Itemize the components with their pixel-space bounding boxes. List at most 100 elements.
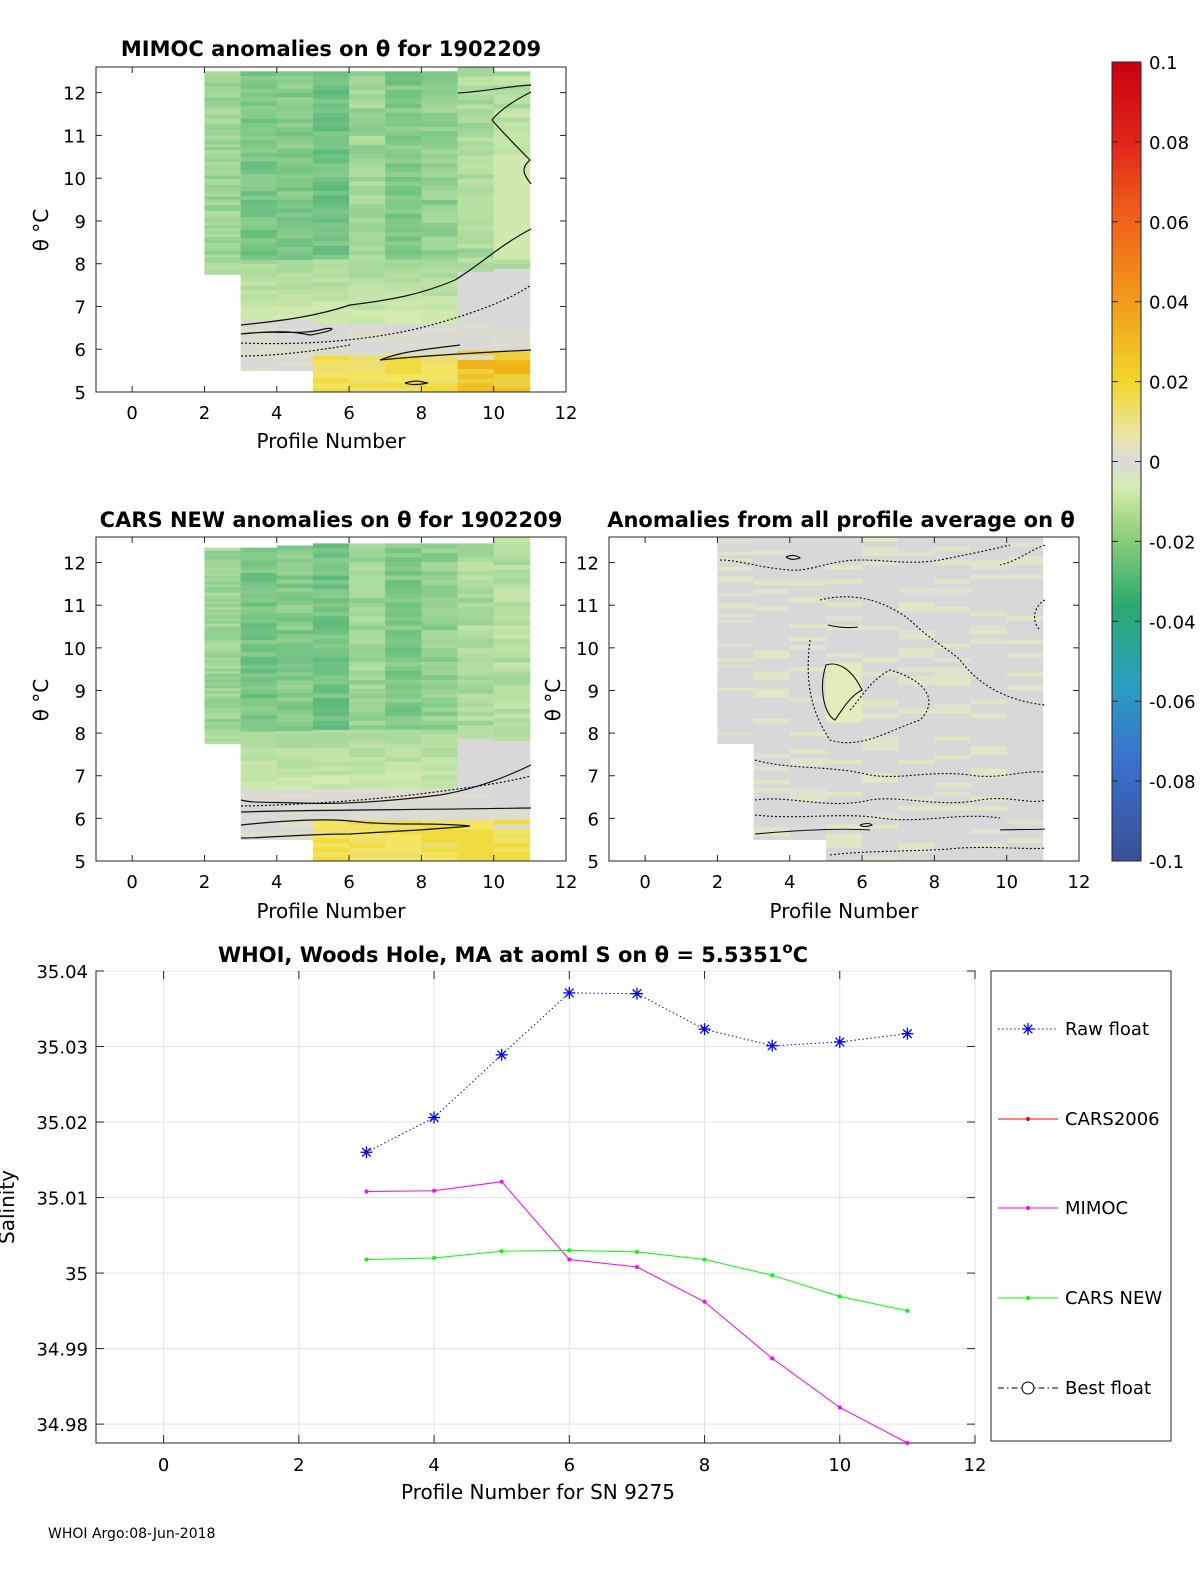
heatmap-cell — [385, 566, 422, 572]
heatmap-cell — [753, 562, 791, 568]
heatmap-cell — [717, 649, 755, 653]
heatmap-cell — [862, 634, 899, 640]
heatmap-cell — [970, 597, 1008, 603]
heatmap-cell — [349, 684, 386, 689]
heatmap-cell — [717, 699, 755, 703]
heatmap-cell — [898, 717, 935, 723]
heatmap-cell — [421, 80, 458, 86]
heatmap-cell — [385, 747, 422, 753]
heatmap-cell — [276, 621, 314, 626]
heatmap-cell — [753, 709, 791, 715]
heatmap-cell — [349, 788, 386, 794]
heatmap-cell — [385, 204, 422, 210]
heatmap-cell — [385, 387, 422, 393]
heatmap-cell — [789, 623, 827, 629]
heatmap-cell — [240, 169, 278, 175]
heatmap-cell — [240, 647, 278, 653]
heatmap-cell — [385, 697, 422, 703]
heatmap-cell — [276, 250, 314, 256]
heatmap-cell — [934, 851, 971, 857]
heatmap-cell — [934, 777, 971, 783]
heatmap-cell — [240, 656, 278, 661]
heatmap-cell — [204, 707, 242, 711]
heatmap-cell — [862, 703, 899, 709]
heatmap-cell — [421, 593, 458, 599]
heatmap-cell — [970, 592, 1008, 598]
heatmap-cell — [385, 615, 422, 621]
heatmap-cell — [934, 745, 971, 751]
heatmap-cell — [421, 149, 458, 155]
heatmap-cell — [276, 161, 314, 166]
heatmap-cell — [457, 656, 495, 662]
heatmap-cell — [421, 602, 458, 608]
heatmap-cell — [312, 227, 350, 233]
average-y-label: θ °C — [541, 679, 565, 722]
heatmap-cell — [934, 601, 971, 607]
heatmap-cell — [349, 167, 386, 173]
heatmap-cell — [493, 346, 531, 352]
heatmap-cell — [1006, 763, 1044, 769]
heatmap-cell — [204, 271, 242, 275]
heatmap-cell — [457, 345, 495, 351]
heatmap-cell — [421, 204, 458, 210]
heatmap-cell — [312, 373, 350, 379]
raw-float-marker — [901, 1027, 914, 1040]
heatmap-cell — [493, 624, 531, 630]
heatmap-cell — [1006, 675, 1044, 681]
heatmap-cell — [240, 186, 278, 192]
y-tick-label: 11 — [63, 126, 86, 147]
heatmap-cell — [349, 350, 386, 356]
heatmap-cell — [240, 789, 278, 795]
heatmap-cell — [753, 688, 791, 694]
heatmap-cell — [312, 588, 350, 594]
heatmap-cell — [385, 761, 422, 767]
heatmap-cell — [825, 643, 863, 649]
heatmap-cell — [276, 267, 314, 273]
heatmap-cell — [825, 661, 863, 667]
legend-box — [990, 970, 1172, 1442]
heatmap-cell — [349, 382, 386, 388]
heatmap-cell — [421, 300, 458, 306]
y-tick-label: 35.01 — [36, 1189, 88, 1210]
heatmap-cell — [204, 225, 242, 229]
heatmap-cell — [240, 802, 278, 807]
heatmap-cell — [421, 643, 458, 649]
heatmap-cell — [825, 837, 863, 843]
legend-label: CARS NEW — [1065, 1288, 1162, 1309]
heatmap-cell — [862, 749, 899, 755]
heatmap-cell — [825, 685, 863, 691]
heatmap-cell — [421, 208, 458, 214]
heatmap-cell — [204, 740, 242, 745]
heatmap-cell — [312, 679, 350, 685]
heatmap-cell — [717, 554, 755, 559]
y-tick-label: 35.02 — [36, 1113, 88, 1134]
heatmap-cell — [312, 851, 350, 857]
heatmap-cell — [240, 685, 278, 690]
heatmap-cell — [349, 570, 386, 576]
heatmap-cell — [421, 181, 458, 187]
heatmap-cell — [753, 753, 791, 758]
heatmap-cell — [898, 773, 935, 779]
heatmap-cell — [349, 634, 386, 640]
heatmap-cell — [789, 822, 827, 828]
heatmap-cell — [493, 121, 531, 127]
heatmap-cell — [204, 670, 242, 675]
heatmap-cell — [385, 842, 422, 848]
heatmap-cell — [276, 667, 314, 672]
heatmap-cell — [717, 728, 755, 733]
heatmap-cell — [934, 749, 971, 755]
heatmap-cell — [753, 757, 791, 763]
colorbar-tick-label: -0.1 — [1149, 852, 1184, 873]
heatmap-cell — [825, 749, 863, 755]
heatmap-cell — [898, 823, 935, 829]
heatmap-cell — [753, 718, 791, 724]
heatmap-cell — [204, 614, 242, 619]
heatmap-cell — [240, 593, 278, 599]
heatmap-cell — [312, 162, 350, 168]
heatmap-cell — [421, 824, 458, 830]
heatmap-cell — [385, 606, 422, 612]
heatmap-cell — [753, 835, 791, 841]
heatmap-cell — [970, 791, 1008, 797]
x-tick-label: 0 — [126, 872, 137, 893]
heatmap-cell — [493, 731, 531, 737]
